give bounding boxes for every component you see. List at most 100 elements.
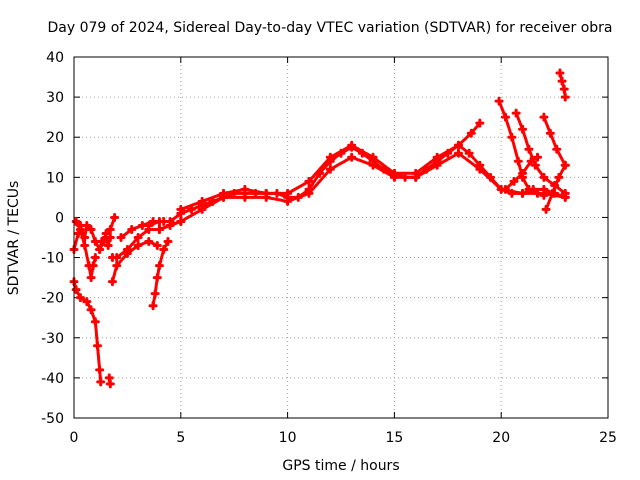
series-trace — [544, 163, 567, 211]
data-point — [110, 212, 120, 222]
data-point — [240, 184, 250, 194]
y-tick-label: 10 — [46, 170, 64, 186]
data-point — [509, 176, 519, 186]
data-point — [148, 216, 158, 226]
series-tail-22.0b — [539, 112, 570, 170]
data-point — [368, 152, 378, 162]
series-layer — [69, 68, 570, 389]
data-point — [560, 188, 570, 198]
data-point — [325, 164, 335, 174]
data-point — [539, 190, 549, 200]
data-point — [82, 220, 92, 230]
y-tick-label: 0 — [55, 210, 64, 226]
data-point — [325, 152, 335, 162]
data-point — [475, 118, 485, 128]
data-point — [133, 233, 143, 242]
data-point — [524, 184, 534, 194]
data-point — [411, 172, 421, 182]
data-point — [494, 96, 504, 106]
series-trace — [157, 151, 567, 231]
series-morning-band-3 — [116, 216, 169, 242]
series-dip-4h — [148, 237, 173, 311]
y-tick-label: 40 — [46, 50, 64, 66]
data-point — [90, 253, 100, 263]
data-point — [163, 237, 173, 247]
data-point — [165, 220, 175, 230]
data-point — [557, 76, 567, 86]
chart-title: Day 079 of 2024, Sidereal Day-to-day VTE… — [47, 20, 612, 36]
data-point — [154, 224, 164, 234]
series-isolated-1.7h — [104, 373, 115, 389]
data-point — [154, 261, 164, 271]
series-trace — [147, 143, 567, 227]
data-point — [533, 188, 543, 198]
data-point — [560, 92, 570, 102]
data-point — [144, 237, 154, 247]
data-point — [159, 245, 169, 255]
grid — [74, 57, 608, 418]
series-tail-21.7 — [500, 152, 543, 194]
data-point — [88, 261, 98, 271]
series-descent-left — [69, 277, 106, 387]
data-point — [475, 164, 485, 174]
series-tail-19.9 — [494, 96, 549, 200]
plot-frame — [73, 56, 609, 419]
series-tail-22.8 — [555, 68, 570, 102]
data-point — [144, 224, 154, 234]
series-morning-band-2 — [107, 237, 162, 287]
data-point — [95, 245, 105, 255]
data-point — [75, 224, 85, 234]
x-tick-label: 10 — [279, 430, 297, 446]
data-point — [432, 152, 442, 162]
data-point — [547, 188, 557, 198]
data-point — [526, 156, 536, 166]
data-point — [86, 305, 96, 315]
data-point — [304, 188, 314, 198]
data-point — [518, 168, 528, 178]
data-point — [152, 273, 162, 283]
data-point — [283, 196, 293, 206]
y-tick-label: -10 — [41, 251, 64, 267]
data-point — [112, 261, 122, 271]
data-point — [554, 172, 564, 182]
x-tick-label: 25 — [599, 430, 617, 446]
data-point — [507, 132, 517, 142]
data-point — [389, 172, 399, 182]
data-point — [513, 156, 523, 166]
data-point — [555, 68, 565, 78]
data-point — [176, 216, 186, 226]
data-point — [137, 220, 147, 230]
y-tick-label: -30 — [41, 331, 64, 347]
data-point — [533, 152, 543, 162]
x-tick-label: 5 — [176, 430, 185, 446]
data-point — [80, 241, 90, 251]
data-point — [368, 160, 378, 170]
x-tick-label: 20 — [492, 430, 510, 446]
data-point — [261, 192, 271, 202]
data-point — [82, 297, 92, 307]
data-point — [86, 273, 96, 283]
data-point — [552, 144, 562, 154]
data-point — [107, 277, 117, 287]
data-point — [152, 241, 162, 251]
data-point — [75, 293, 85, 303]
axes: 0 5 10 15 20 25 -50 -40 -30 -20 -10 0 10 20 30 40 — [41, 50, 617, 446]
data-point — [92, 341, 102, 351]
data-point — [105, 379, 115, 389]
series-left-cluster-3 — [95, 233, 115, 255]
data-point — [103, 241, 113, 251]
data-point — [240, 192, 250, 202]
series-trace — [110, 240, 159, 284]
data-point — [283, 188, 293, 198]
data-point — [453, 140, 463, 150]
data-point — [559, 84, 569, 94]
y-tick-label: 30 — [46, 90, 64, 106]
data-point — [464, 148, 474, 158]
data-point — [105, 233, 115, 242]
data-point — [453, 148, 463, 158]
data-point — [176, 204, 186, 214]
series-trace — [542, 115, 567, 167]
series-upper — [176, 118, 485, 214]
data-point — [148, 301, 158, 311]
